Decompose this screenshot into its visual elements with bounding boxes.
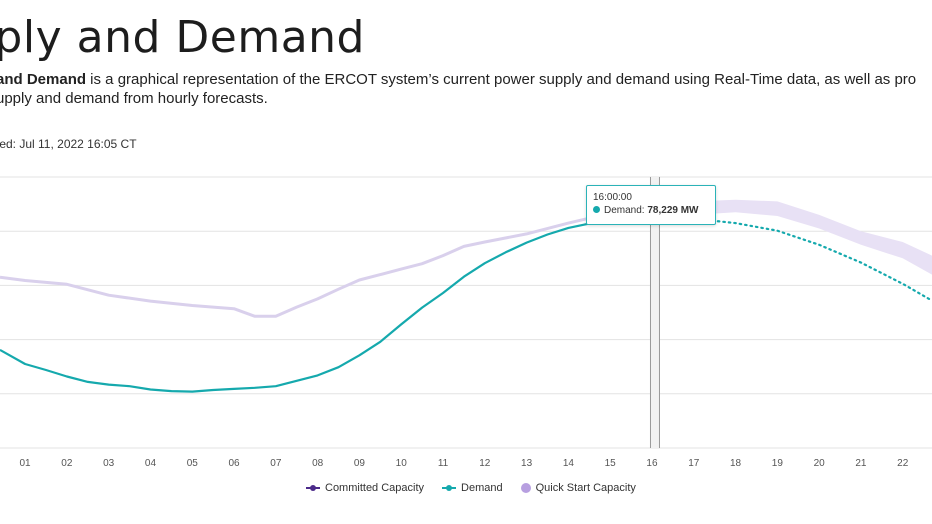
committed-capacity-line-icon <box>306 485 320 491</box>
chart-series <box>0 199 932 393</box>
x-tick-label: 18 <box>730 458 742 469</box>
chart-tooltip: 16:00:00 Demand: 78,229 MW <box>586 185 716 225</box>
description-line-2: upply and demand from hourly forecasts. <box>0 90 268 107</box>
legend-label: Demand <box>461 482 503 494</box>
x-tick-label: 07 <box>270 458 282 469</box>
legend-label: Committed Capacity <box>325 482 425 494</box>
x-tick-label: 19 <box>772 458 784 469</box>
tooltip-value: 78,229 MW <box>647 205 699 216</box>
x-tick-label: 08 <box>312 458 324 469</box>
demand-line-icon <box>442 485 457 491</box>
page-title: pply and Demand <box>0 12 365 63</box>
last-updated-timestamp: ted: Jul 11, 2022 16:05 CT <box>0 137 137 151</box>
x-tick-label: 22 <box>897 458 909 469</box>
x-tick-label: 14 <box>563 458 575 469</box>
description-bold: and Demand <box>0 71 87 88</box>
x-tick-label: 02 <box>61 458 73 469</box>
quick-start-dot-icon <box>520 483 531 493</box>
x-tick-label: 10 <box>396 458 408 469</box>
x-tick-label: 12 <box>479 458 491 469</box>
x-tick-label: 21 <box>855 458 867 469</box>
legend-item-committed-capacity[interactable]: Committed Capacity <box>306 482 424 494</box>
x-tick-label: 09 <box>354 458 366 469</box>
tooltip-row: Demand: 78,229 MW <box>593 204 715 217</box>
tooltip-time: 16:00:00 <box>593 192 632 203</box>
description-text: is a graphical representation of the ERC… <box>86 71 917 88</box>
x-tick-label: 15 <box>605 458 617 469</box>
tooltip-label: Demand: <box>604 205 645 216</box>
x-tick-label: 13 <box>521 458 533 469</box>
cursor-band <box>650 177 660 448</box>
demand-dot-icon <box>593 206 600 213</box>
page-description: and Demand is a graphical representation… <box>0 70 932 108</box>
demand-line <box>0 217 653 393</box>
x-tick-label: 01 <box>20 458 32 469</box>
x-tick-label: 03 <box>103 458 115 469</box>
committed-capacity-line <box>0 206 653 318</box>
demand-forecast-line <box>650 217 932 302</box>
x-tick-label: 20 <box>814 458 826 469</box>
legend-item-quick-start-capacity[interactable]: Quick Start Capacity <box>520 482 636 494</box>
chart-gridlines <box>0 176 932 449</box>
chart-legend: Committed Capacity Demand Quick Start Ca… <box>306 482 636 494</box>
x-tick-label: 17 <box>688 458 700 469</box>
x-tick-label: 06 <box>228 458 240 469</box>
x-tick-label: 16 <box>646 458 658 469</box>
legend-label: Quick Start Capacity <box>535 482 636 494</box>
x-tick-label: 11 <box>438 458 449 469</box>
legend-item-demand[interactable]: Demand <box>442 482 503 494</box>
x-tick-label: 04 <box>145 458 157 469</box>
x-tick-label: 05 <box>187 458 199 469</box>
x-axis: 01 02 03 04 05 06 07 08 09 10 11 12 13 14 15 16 17 18 19 20… <box>20 458 909 469</box>
